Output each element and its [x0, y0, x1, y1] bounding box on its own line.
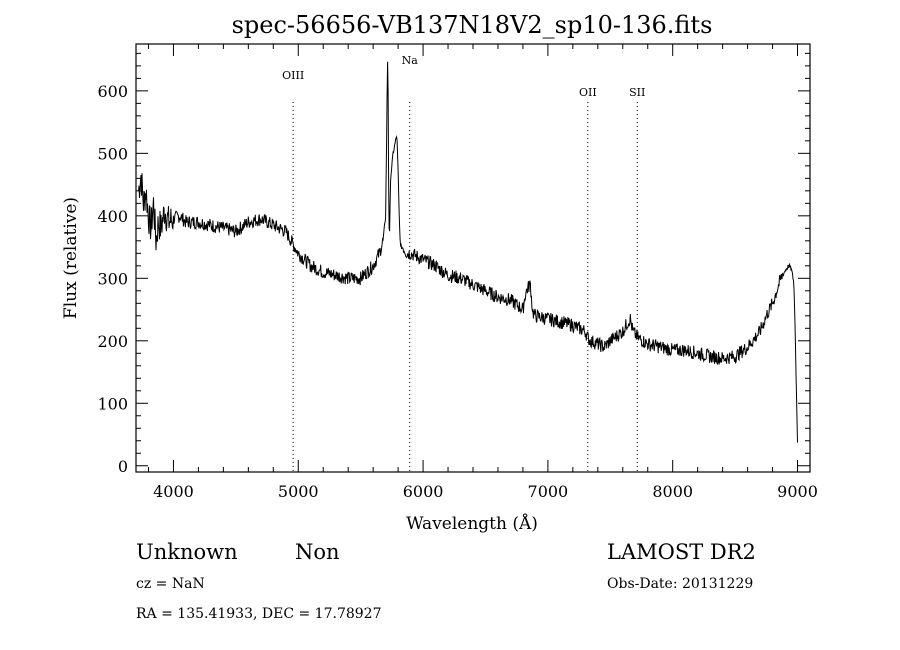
x-tick-label: 7000	[528, 482, 569, 501]
spectral-line-label: Na	[402, 54, 419, 67]
x-tick-label: 4000	[153, 482, 194, 501]
obs-date-text: Obs-Date: 20131229	[607, 576, 753, 592]
coordinates-text: RA = 135.41933, DEC = 17.78927	[136, 606, 381, 622]
y-tick-label: 300	[97, 269, 128, 288]
spectral-line-label: OIII	[282, 69, 304, 82]
x-axis-label: Wavelength (Å)	[406, 513, 538, 534]
y-tick-label: 600	[97, 82, 128, 101]
y-tick-label: 100	[97, 394, 128, 413]
x-axis-ticks: 4000 5000 6000 7000 8000 9000	[147, 44, 818, 501]
y-tick-label: 400	[97, 207, 128, 226]
spectrum-series-line	[138, 61, 798, 443]
spectral-line-markers: OIII Na OII SII	[282, 54, 645, 472]
x-tick-label: 5000	[278, 482, 319, 501]
redshift-text: cz = NaN	[136, 576, 205, 592]
y-tick-label: 200	[97, 332, 128, 351]
spectral-line-label: OII	[579, 86, 597, 99]
y-axis-label: Flux (relative)	[61, 197, 81, 319]
chart-title: spec-56656-VB137N18V2_sp10-136.fits	[232, 11, 713, 39]
survey-label: LAMOST DR2	[607, 540, 756, 564]
y-tick-label: 0	[118, 457, 128, 476]
subclass-label: Non	[295, 540, 340, 564]
class-label: Unknown	[136, 540, 238, 564]
x-tick-label: 9000	[777, 482, 818, 501]
x-tick-label: 6000	[403, 482, 444, 501]
x-tick-label: 8000	[652, 482, 693, 501]
y-tick-label: 500	[97, 144, 128, 163]
spectral-line-label: SII	[629, 86, 645, 99]
plot-frame	[135, 43, 811, 473]
y-axis-ticks: 0 100 200 300 400 500 600	[97, 52, 810, 476]
